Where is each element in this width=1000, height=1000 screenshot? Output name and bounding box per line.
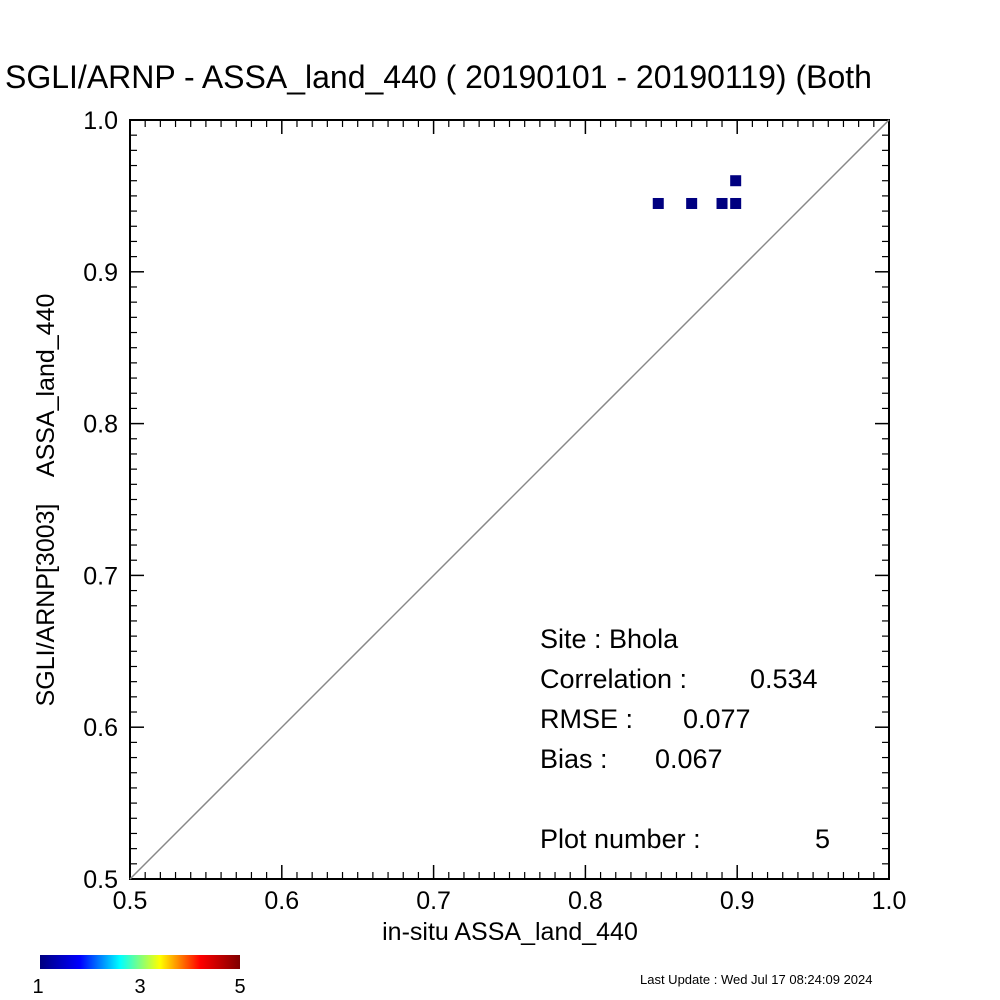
correlation-label: Correlation :	[540, 664, 687, 694]
plot-number-value: 5	[815, 824, 830, 854]
chart-title: SGLI/ARNP - ASSA_land_440 ( 20190101 - 2…	[5, 59, 872, 95]
data-point	[652, 197, 664, 209]
y-tick-label: 0.8	[83, 411, 118, 439]
bias-value: 0.067	[655, 744, 723, 774]
x-tick-label: 0.5	[113, 887, 148, 915]
major-ticks	[130, 120, 889, 879]
y-tick-labels: 0.5 0.6 0.7 0.8 0.9 1.0	[83, 107, 118, 894]
rmse-value: 0.077	[683, 704, 751, 734]
data-point	[730, 175, 742, 187]
y-tick-label: 0.9	[83, 259, 118, 287]
y-tick-label: 0.7	[83, 562, 118, 590]
x-axis-label: in-situ ASSA_land_440	[382, 918, 638, 946]
x-tick-label: 0.7	[416, 887, 451, 915]
site-label: Site : Bhola	[540, 624, 679, 654]
y-tick-label: 0.6	[83, 714, 118, 742]
x-tick-labels: 0.5 0.6 0.7 0.8 0.9 1.0	[113, 887, 907, 915]
colorbar-gradient	[40, 955, 240, 969]
plot-area: 0.5 0.6 0.7 0.8 0.9 1.0 0.5 0.6 0.7 0.8 0.9 1.0	[83, 107, 906, 915]
one-to-one-line	[129, 119, 890, 880]
y-tick-label: 1.0	[83, 107, 118, 135]
colorbar-tick-label: 5	[234, 976, 245, 998]
y-axis-label: SGLI/ARNP[3003] ASSA_land_440	[32, 294, 60, 707]
correlation-value: 0.534	[750, 664, 818, 694]
data-points	[652, 175, 742, 209]
x-tick-label: 0.6	[264, 887, 299, 915]
rmse-label: RMSE :	[540, 704, 633, 734]
last-update: Last Update : Wed Jul 17 08:24:09 2024	[640, 972, 872, 987]
bias-label: Bias :	[540, 744, 608, 774]
minor-ticks	[130, 120, 889, 879]
colorbar-tick-label: 3	[134, 976, 145, 998]
x-tick-label: 0.8	[568, 887, 603, 915]
stats-box: Site : Bhola Correlation : 0.534 RMSE : …	[540, 624, 830, 854]
x-tick-label: 0.9	[720, 887, 755, 915]
y-tick-label: 0.5	[83, 866, 118, 894]
plot-number-label: Plot number :	[540, 824, 701, 854]
data-point	[716, 197, 728, 209]
data-point	[730, 197, 742, 209]
colorbar-tick-label: 1	[32, 976, 43, 998]
data-point	[686, 197, 698, 209]
x-tick-label: 1.0	[872, 887, 907, 915]
colorbar: 1 3 5	[32, 955, 246, 998]
